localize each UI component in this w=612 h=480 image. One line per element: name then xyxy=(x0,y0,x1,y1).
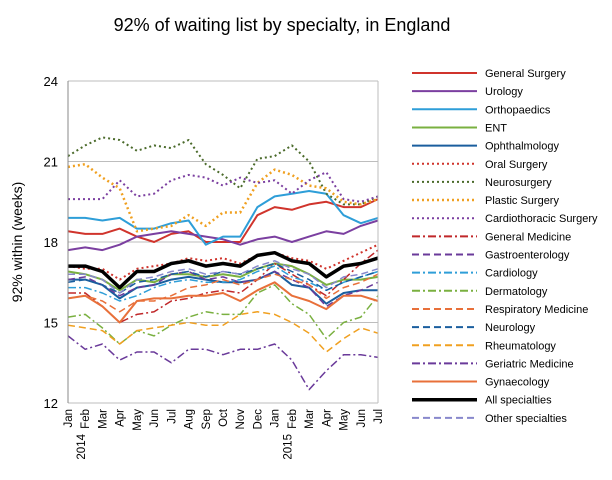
series-line-geriatric-medicine xyxy=(67,335,379,391)
x-tick-label: Jun xyxy=(149,409,161,428)
y-tick-label: 18 xyxy=(44,235,58,250)
x-tick-label: Jul xyxy=(166,409,178,424)
series-line-neurology xyxy=(67,262,379,294)
x-tick-label: May xyxy=(132,409,144,431)
legend-label-oral-surgery: Oral Surgery xyxy=(485,159,548,171)
legend-label-dermatology: Dermatology xyxy=(485,286,548,298)
y-tick-label: 21 xyxy=(44,155,58,170)
x-tick-label: Jan xyxy=(270,409,282,428)
legend-label-gynaecology: Gynaecology xyxy=(485,377,550,389)
series-line-all-specialties xyxy=(68,250,379,290)
series-line-dermatology xyxy=(67,284,379,345)
x-tick-label: Mar xyxy=(97,409,109,429)
x-tick-label: Jul xyxy=(373,409,385,424)
legend-label-gastroenterology: Gastroenterology xyxy=(485,250,570,262)
series-lines xyxy=(67,136,379,391)
x-tick-label: Nov xyxy=(235,409,247,430)
legend-label-respiratory-medicine: Respiratory Medicine xyxy=(485,304,588,316)
x-tick-label: Apr xyxy=(321,409,333,427)
x-tick-label: Apr xyxy=(115,409,127,427)
series-line-rheumatology xyxy=(67,311,379,353)
series-line-neurosurgery xyxy=(67,136,379,206)
legend-label-neurology: Neurology xyxy=(485,322,536,334)
x-tick-label: Jan xyxy=(63,409,75,428)
y-tick-label: 12 xyxy=(44,396,58,411)
legend-label-other-specialties: Other specialties xyxy=(485,413,567,425)
series-line-orthopaedics xyxy=(68,190,379,246)
legend-label-cardiology: Cardiology xyxy=(485,268,538,280)
x-tick-label: Feb xyxy=(287,409,299,429)
series-line-gynaecology xyxy=(67,281,379,324)
x-tick-label: Aug xyxy=(184,409,196,429)
legend-label-general-medicine: General Medicine xyxy=(485,231,571,243)
legend-label-urology: Urology xyxy=(485,86,523,98)
x-year-label: 2014 xyxy=(76,433,88,459)
y-axis-label: 92% within (weeks) xyxy=(9,182,25,303)
y-tick-label: 24 xyxy=(44,74,58,89)
series-line-plastic-surgery xyxy=(67,162,379,233)
legend-label-ophthalmology: Ophthalmology xyxy=(485,141,559,153)
x-tick-label: Mar xyxy=(304,409,316,429)
x-tick-label: Sep xyxy=(201,409,213,429)
legend-label-cardiothoracic-surgery: Cardiothoracic Surgery xyxy=(485,213,598,225)
legend-label-orthopaedics: Orthopaedics xyxy=(485,104,551,116)
chart-title: 92% of waiting list by specialty, in Eng… xyxy=(114,15,451,35)
axes: 12 15 18 21 24 Jan Feb Mar Apr May Jun Jul Aug Sep Oct… xyxy=(44,74,385,460)
series-line-oral-surgery xyxy=(67,243,379,281)
x-tick-label: Oct xyxy=(218,408,230,427)
x-tick-label: Jun xyxy=(356,409,368,428)
legend-label-ent: ENT xyxy=(485,122,507,134)
legend-label-plastic-surgery: Plastic Surgery xyxy=(485,195,559,207)
legend-label-geriatric-medicine: Geriatric Medicine xyxy=(485,358,574,370)
legend-label-general-surgery: General Surgery xyxy=(485,68,566,80)
series-line-ent xyxy=(67,262,379,292)
x-year-label: 2015 xyxy=(283,434,295,460)
legend-label-rheumatology: Rheumatology xyxy=(485,340,556,352)
series-line-urology xyxy=(67,219,379,252)
legend-label-all-specialties: All specialties xyxy=(485,395,552,407)
legend: General Surgery Urology Orthopaedics ENT Oph… xyxy=(412,68,598,425)
series-line-other-specialties xyxy=(68,260,379,294)
x-tick-label: Dec xyxy=(252,409,264,430)
y-tick-label: 15 xyxy=(44,316,58,331)
series-line-general-medicine xyxy=(68,249,379,324)
series-line-gastroenterology xyxy=(67,270,379,308)
series-line-general-surgery xyxy=(67,198,379,243)
x-tick-label: May xyxy=(339,409,351,431)
legend-label-neurosurgery: Neurosurgery xyxy=(485,177,552,189)
x-tick-label: Feb xyxy=(80,409,92,429)
series-line-respiratory-medicine xyxy=(67,273,379,313)
